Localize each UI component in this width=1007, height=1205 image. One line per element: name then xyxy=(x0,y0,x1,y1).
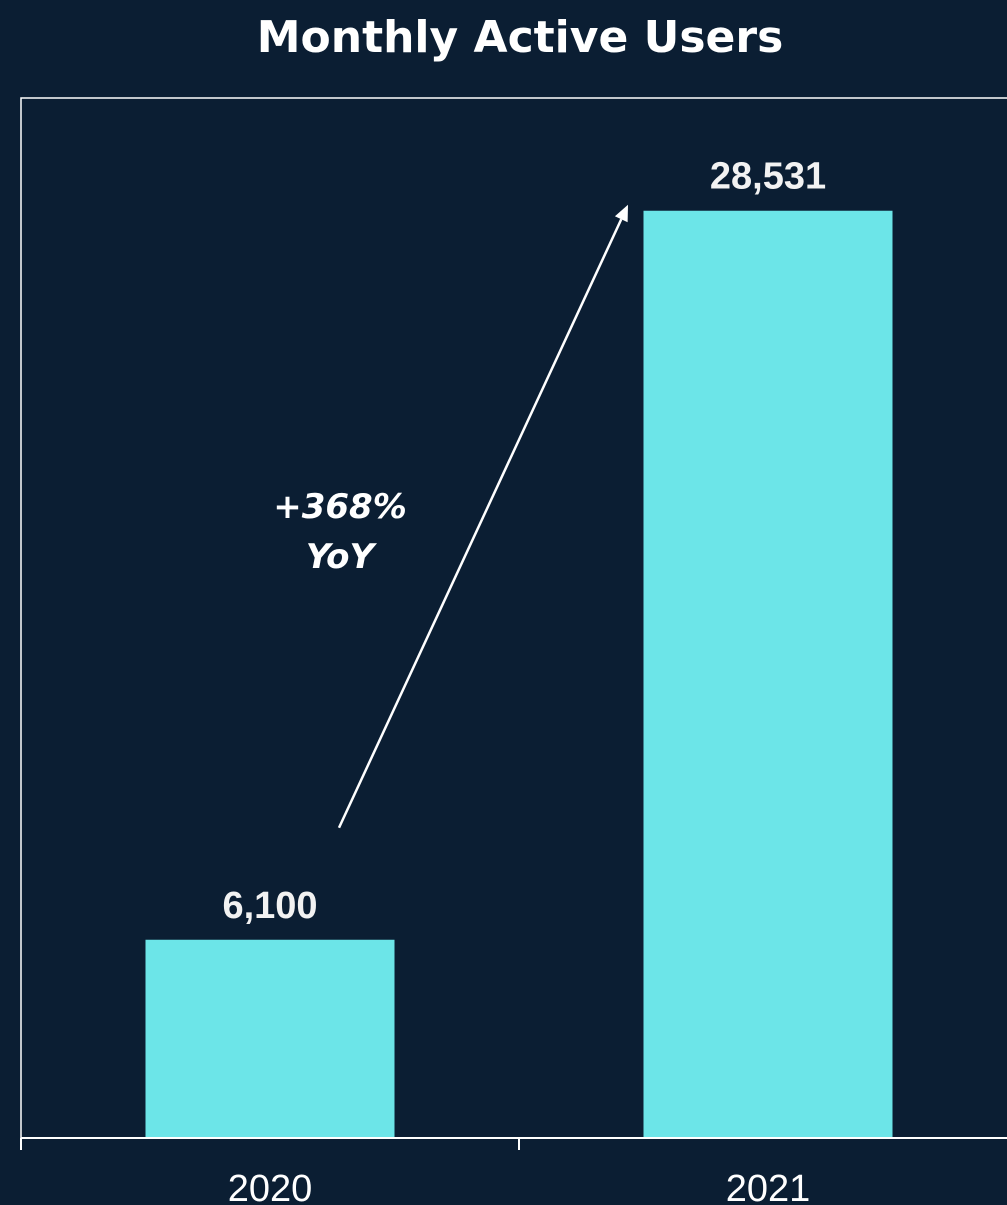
bar-2021 xyxy=(643,210,893,1138)
value-labels-layer: 6,100 28,531 xyxy=(222,156,826,927)
chart-title: Monthly Active Users xyxy=(257,12,784,63)
value-label-2021: 28,531 xyxy=(710,156,826,198)
x-tick-label-2020: 2020 xyxy=(228,1168,313,1205)
growth-annotation-line-1: +368% xyxy=(273,487,407,527)
growth-arrowhead-icon xyxy=(614,204,628,223)
growth-arrow-line xyxy=(337,218,623,829)
value-label-2020: 6,100 xyxy=(222,885,317,927)
bars-layer xyxy=(145,210,893,1138)
x-tick-label-2021: 2021 xyxy=(726,1168,811,1205)
bar-2020 xyxy=(145,939,395,1138)
x-axis-ticks: 2020 2021 xyxy=(20,1138,811,1205)
growth-annotation-line-2: YoY xyxy=(306,537,378,577)
growth-annotation: +368% YoY xyxy=(273,204,628,829)
